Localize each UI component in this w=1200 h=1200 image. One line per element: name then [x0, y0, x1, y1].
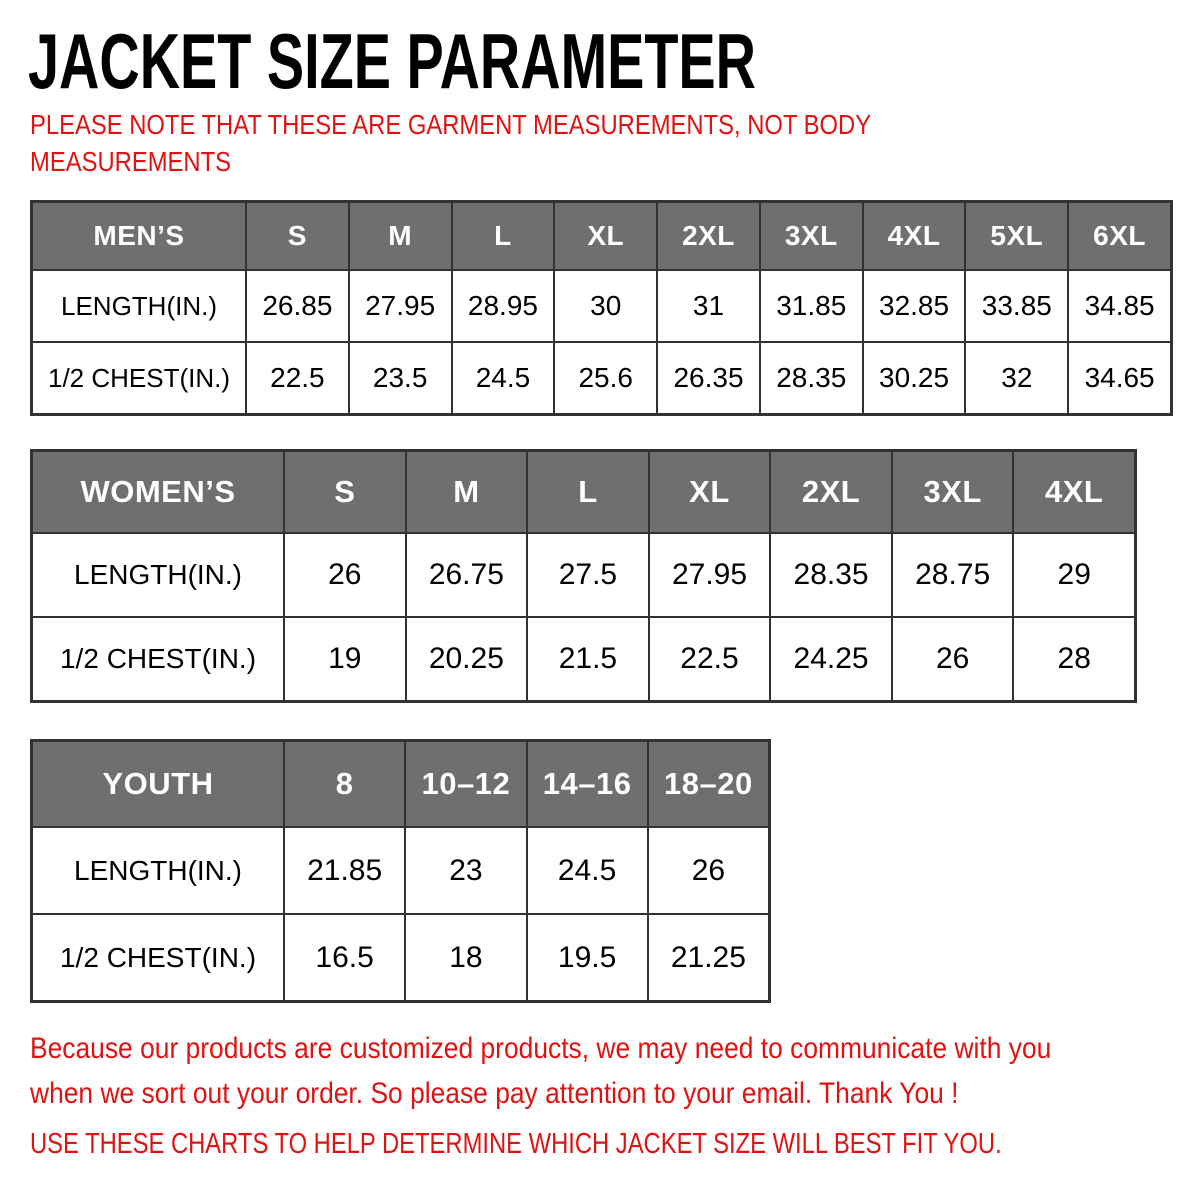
value-cell: 31.85 [760, 271, 862, 341]
garment-measurement-note: PLEASE NOTE THAT THESE ARE GARMENT MEASU… [30, 106, 871, 180]
value-cell: 22.5 [247, 343, 348, 413]
value-cell: 32 [966, 343, 1068, 413]
size-header-cell: L [452, 203, 554, 269]
value-cell: 19 [285, 618, 405, 700]
table-name-cell: WOMEN’S [33, 452, 283, 532]
note-line-1: PLEASE NOTE THAT THESE ARE GARMENT MEASU… [30, 109, 872, 140]
page-title-text: JACKET SIZE PARAMETER [28, 24, 756, 105]
value-cell: 21.5 [528, 618, 648, 700]
size-header-cell: 6XL [1069, 203, 1170, 269]
row-label-cell: LENGTH(IN.) [33, 828, 283, 913]
table-name-cell: MEN’S [33, 203, 245, 269]
size-header-cell: 3XL [760, 203, 862, 269]
size-header-cell: 10–12 [406, 742, 526, 826]
value-cell: 20.25 [406, 618, 527, 700]
value-cell: 26 [285, 534, 405, 616]
size-header-cell: 18–20 [648, 742, 768, 826]
value-cell: 24.5 [527, 828, 647, 913]
size-header-cell: 5XL [966, 203, 1068, 269]
note-line-2: MEASUREMENTS [30, 146, 231, 177]
size-header-cell: M [349, 203, 451, 269]
row-label-cell: 1/2 CHEST(IN.) [33, 343, 245, 413]
value-cell: 23.5 [349, 343, 451, 413]
value-cell: 31 [658, 271, 759, 341]
value-cell: 34.85 [1069, 271, 1170, 341]
size-header-cell: XL [555, 203, 657, 269]
value-cell: 27.95 [649, 534, 770, 616]
size-header-cell: M [406, 452, 527, 532]
value-cell: 26.85 [247, 271, 348, 341]
size-header-cell: L [528, 452, 648, 532]
size-header-cell: 4XL [1014, 452, 1134, 532]
size-header-cell: XL [649, 452, 770, 532]
size-header-cell: 2XL [658, 203, 759, 269]
use-charts-instruction: USE THESE CHARTS TO HELP DETERMINE WHICH… [30, 1128, 1002, 1160]
value-cell: 24.25 [771, 618, 891, 700]
customized-products-notice: Because our products are customized prod… [30, 1026, 1051, 1116]
notice-line-1: Because our products are customized prod… [30, 1032, 1052, 1065]
size-header-cell: S [247, 203, 348, 269]
value-cell: 22.5 [649, 618, 770, 700]
value-cell: 23 [406, 828, 526, 913]
youth-size-table: YOUTH 8 10–12 14–16 18–20 LENGTH(IN.) 21.85 23 2… [30, 739, 771, 1003]
value-cell: 26 [892, 618, 1013, 700]
size-header-cell: 8 [285, 742, 405, 826]
value-cell: 33.85 [966, 271, 1068, 341]
value-cell: 29 [1014, 534, 1134, 616]
row-label-cell: 1/2 CHEST(IN.) [33, 618, 283, 700]
notice-line-2: when we sort out your order. So please p… [30, 1077, 959, 1110]
value-cell: 21.25 [648, 915, 768, 1000]
value-cell: 28 [1014, 618, 1134, 700]
value-cell: 34.65 [1069, 343, 1170, 413]
size-header-cell: 4XL [863, 203, 965, 269]
size-header-cell: 2XL [771, 452, 891, 532]
size-header-cell: 14–16 [527, 742, 647, 826]
value-cell: 32.85 [863, 271, 965, 341]
size-header-cell: S [285, 452, 405, 532]
row-label-cell: LENGTH(IN.) [33, 271, 245, 341]
womens-size-table: WOMEN’S S M L XL 2XL 3XL 4XL LENGTH(IN.) 26 26.75 2… [30, 449, 1137, 703]
value-cell: 30.25 [863, 343, 965, 413]
value-cell: 27.95 [349, 271, 451, 341]
value-cell: 24.5 [452, 343, 554, 413]
row-label-cell: LENGTH(IN.) [33, 534, 283, 616]
value-cell: 26.75 [406, 534, 527, 616]
value-cell: 28.35 [771, 534, 891, 616]
size-header-cell: 3XL [892, 452, 1013, 532]
value-cell: 16.5 [285, 915, 405, 1000]
value-cell: 27.5 [528, 534, 648, 616]
value-cell: 18 [406, 915, 526, 1000]
value-cell: 19.5 [527, 915, 647, 1000]
page-title: JACKET SIZE PARAMETER [28, 17, 808, 110]
value-cell: 30 [555, 271, 657, 341]
value-cell: 25.6 [555, 343, 657, 413]
value-cell: 28.95 [452, 271, 554, 341]
table-name-cell: YOUTH [33, 742, 283, 826]
mens-size-table: MEN’S S M L XL 2XL 3XL 4XL 5XL 6XL LENGTH(IN.) 26.8… [30, 200, 1173, 416]
value-cell: 21.85 [285, 828, 405, 913]
row-label-cell: 1/2 CHEST(IN.) [33, 915, 283, 1000]
value-cell: 26.35 [658, 343, 759, 413]
value-cell: 28.35 [760, 343, 862, 413]
value-cell: 26 [648, 828, 768, 913]
value-cell: 28.75 [892, 534, 1013, 616]
